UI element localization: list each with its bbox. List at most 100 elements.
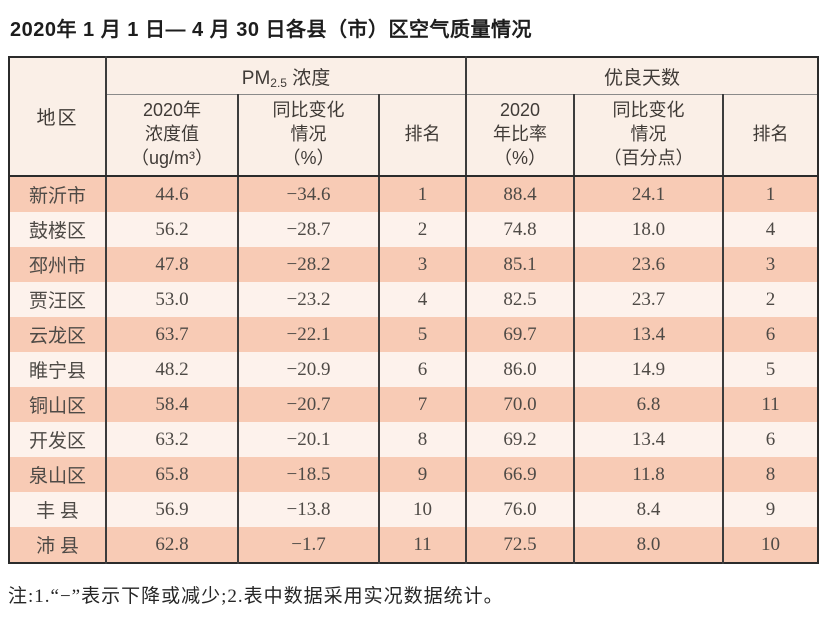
table-header: 地区 PM2.5 浓度 优良天数 2020年 浓度值 （ug/m³） 同比变化 … (9, 57, 819, 177)
pm-change-cell: −20.9 (237, 352, 379, 387)
ratio-rank-cell: 4 (721, 212, 819, 247)
col-group-good-days: 优良天数 (464, 57, 819, 95)
ratio-rank-cell: 3 (721, 247, 819, 282)
ratio-change-cell: 8.0 (573, 527, 723, 563)
region-cell: 丰 县 (9, 492, 106, 527)
table-row: 贾汪区 53.0 −23.2 4 82.5 23.7 2 (9, 282, 819, 317)
page-title: 2020年 1 月 1 日— 4 月 30 日各县（市）区空气质量情况 (10, 19, 533, 41)
pm-change-cell: −20.7 (237, 387, 379, 422)
region-cell: 云龙区 (9, 317, 106, 352)
pm-change-cell: −22.1 (237, 317, 379, 352)
ratio-change-cell: 8.4 (573, 492, 723, 527)
pm-value-cell: 47.8 (105, 247, 238, 282)
col-header-ratio-change: 同比变化 情况 （百分点） (573, 94, 723, 177)
table-row: 铜山区 58.4 −20.7 7 70.0 6.8 11 (9, 387, 819, 422)
pm-value-cell: 53.0 (105, 282, 238, 317)
ratio-rank-cell: 9 (721, 492, 819, 527)
ratio-cell: 69.2 (465, 422, 574, 457)
table-row: 沛 县 62.8 −1.7 11 72.5 8.0 10 (9, 527, 819, 563)
ratio-rank-cell: 2 (721, 282, 819, 317)
region-cell: 开发区 (9, 422, 106, 457)
pm-rank-cell: 11 (378, 527, 466, 563)
ratio-rank-cell: 8 (721, 457, 819, 492)
ratio-rank-cell: 5 (721, 352, 819, 387)
table-row: 鼓楼区 56.2 −28.7 2 74.8 18.0 4 (9, 212, 819, 247)
ratio-cell: 72.5 (465, 527, 574, 563)
region-cell: 邳州市 (9, 247, 106, 282)
pm-change-cell: −18.5 (237, 457, 379, 492)
region-cell: 沛 县 (9, 527, 106, 563)
air-quality-table: 地区 PM2.5 浓度 优良天数 2020年 浓度值 （ug/m³） 同比变化 … (8, 56, 820, 564)
region-cell: 睢宁县 (9, 352, 106, 387)
pm-change-cell: −23.2 (237, 282, 379, 317)
ratio-rank-cell: 10 (721, 527, 819, 563)
pm-rank-cell: 3 (378, 247, 466, 282)
pm-change-cell: −34.6 (237, 176, 379, 212)
footnote: 注:1.“−”表示下降或减少;2.表中数据采用实况数据统计。 (8, 586, 504, 607)
pm-rank-cell: 7 (378, 387, 466, 422)
pm-value-cell: 48.2 (105, 352, 238, 387)
ratio-cell: 66.9 (465, 457, 574, 492)
ratio-change-cell: 11.8 (573, 457, 723, 492)
col-header-region: 地区 (9, 57, 106, 177)
ratio-change-cell: 18.0 (573, 212, 723, 247)
pm-rank-cell: 10 (378, 492, 466, 527)
col-header-pm-value: 2020年 浓度值 （ug/m³） (105, 94, 238, 177)
ratio-change-cell: 13.4 (573, 422, 723, 457)
pm-change-cell: −1.7 (237, 527, 379, 563)
header-group-row: 地区 PM2.5 浓度 优良天数 (9, 57, 819, 177)
ratio-change-cell: 13.4 (573, 317, 723, 352)
pm-value-cell: 62.8 (105, 527, 238, 563)
ratio-change-cell: 23.6 (573, 247, 723, 282)
pm-rank-cell: 8 (378, 422, 466, 457)
region-cell: 新沂市 (9, 176, 106, 212)
table-row: 丰 县 56.9 −13.8 10 76.0 8.4 9 (9, 492, 819, 527)
col-group-pm25: PM2.5 浓度 (105, 57, 466, 95)
ratio-change-cell: 6.8 (573, 387, 723, 422)
ratio-cell: 82.5 (465, 282, 574, 317)
pm-rank-cell: 4 (378, 282, 466, 317)
table-row: 云龙区 63.7 −22.1 5 69.7 13.4 6 (9, 317, 819, 352)
pm-rank-cell: 9 (378, 457, 466, 492)
ratio-cell: 69.7 (465, 317, 574, 352)
region-cell: 鼓楼区 (9, 212, 106, 247)
table-body: 新沂市 44.6 −34.6 1 88.4 24.1 1 鼓楼区 56.2 −28.7 2 74.8 1… (9, 176, 819, 563)
col-header-ratio: 2020 年比率 （%） (465, 94, 574, 177)
ratio-cell: 74.8 (465, 212, 574, 247)
ratio-cell: 86.0 (465, 352, 574, 387)
ratio-rank-cell: 1 (721, 176, 819, 212)
col-header-pm-rank: 排名 (378, 94, 466, 177)
table-row: 开发区 63.2 −20.1 8 69.2 13.4 6 (9, 422, 819, 457)
pm-value-cell: 58.4 (105, 387, 238, 422)
pm-change-cell: −20.1 (237, 422, 379, 457)
pm-value-cell: 56.9 (105, 492, 238, 527)
table-row: 邳州市 47.8 −28.2 3 85.1 23.6 3 (9, 247, 819, 282)
table-row: 泉山区 65.8 −18.5 9 66.9 11.8 8 (9, 457, 819, 492)
table-row: 新沂市 44.6 −34.6 1 88.4 24.1 1 (9, 176, 819, 212)
ratio-change-cell: 23.7 (573, 282, 723, 317)
table-row: 睢宁县 48.2 −20.9 6 86.0 14.9 5 (9, 352, 819, 387)
pm-rank-cell: 5 (378, 317, 466, 352)
pm-rank-cell: 6 (378, 352, 466, 387)
pm-rank-cell: 2 (378, 212, 466, 247)
col-header-pm-change: 同比变化 情况 （%） (237, 94, 379, 177)
header-sub-row: 2020年 浓度值 （ug/m³） 同比变化 情况 （%） 排名 2020 年比… (9, 94, 819, 177)
pm-change-cell: −13.8 (237, 492, 379, 527)
ratio-cell: 70.0 (465, 387, 574, 422)
region-cell: 泉山区 (9, 457, 106, 492)
ratio-cell: 85.1 (465, 247, 574, 282)
ratio-rank-cell: 6 (721, 317, 819, 352)
ratio-cell: 88.4 (465, 176, 574, 212)
pm-rank-cell: 1 (378, 176, 466, 212)
pm-value-cell: 63.2 (105, 422, 238, 457)
pm25-label-subscript: 2.5 (270, 75, 287, 90)
pm-change-cell: −28.7 (237, 212, 379, 247)
region-cell: 铜山区 (9, 387, 106, 422)
ratio-change-cell: 24.1 (573, 176, 723, 212)
pm25-label-prefix: PM (241, 67, 271, 89)
pm-value-cell: 44.6 (105, 176, 238, 212)
region-cell: 贾汪区 (9, 282, 106, 317)
ratio-rank-cell: 11 (721, 387, 819, 422)
pm-value-cell: 63.7 (105, 317, 238, 352)
